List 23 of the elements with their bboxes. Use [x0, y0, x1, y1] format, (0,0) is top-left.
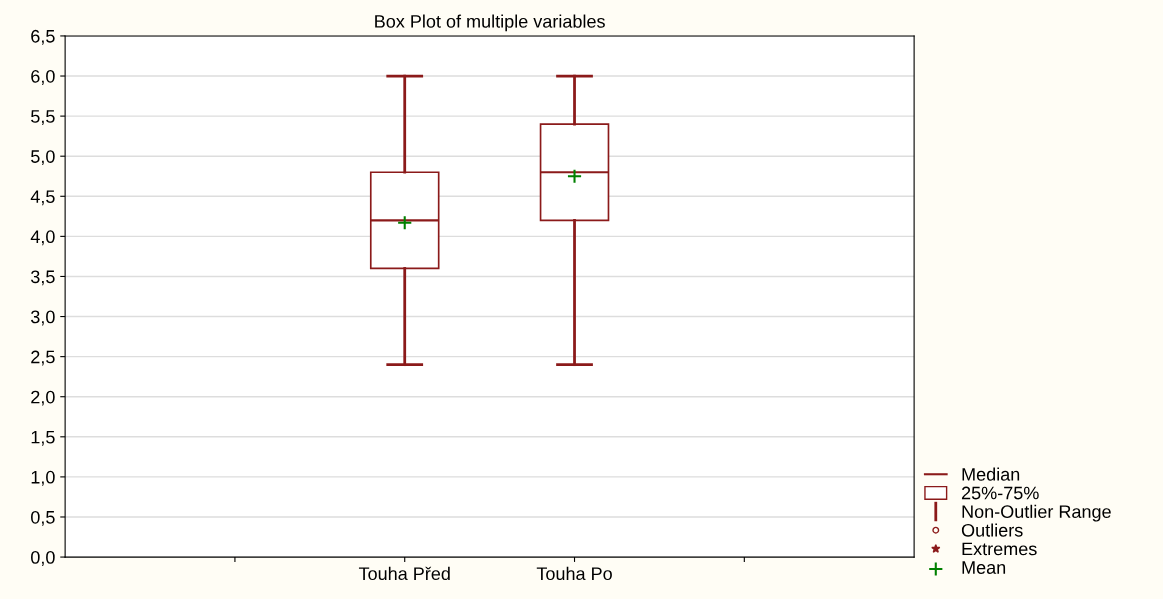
- text: 25%-75%: [961, 486, 1039, 500]
- y-tick-label: 0,0: [31, 551, 55, 566]
- text: Extremes: [962, 542, 1037, 556]
- x-tick-label: Touha Po: [536, 566, 612, 581]
- y-tick-label: 3,5: [31, 270, 55, 286]
- chart-title: Box Plot of multiple variables: [375, 14, 605, 32]
- legend-label: Mean: [962, 561, 1006, 574]
- text: Outliers: [961, 523, 1023, 537]
- y-tick-label: 3,0: [31, 310, 55, 326]
- y-tick-label: 2,0: [31, 390, 55, 406]
- y-tick-label: 1,5: [31, 430, 55, 446]
- y-tick-label: 6,0: [31, 69, 55, 85]
- x-tick-label: Touha Před: [358, 566, 450, 581]
- y-tick-label: 5,5: [31, 110, 55, 125]
- y-tick-label: 4,0: [30, 230, 55, 246]
- y-tick-label: 0,5: [31, 510, 55, 526]
- y-tick-label: 6,5: [31, 29, 55, 45]
- y-tick-label: 1,0: [31, 470, 55, 486]
- y-tick-label: 5,0: [31, 150, 55, 166]
- y-tick-label: 2,5: [31, 350, 55, 366]
- text: Non-Outlier Range: [962, 504, 1111, 522]
- y-tick-label: 4,5: [30, 190, 55, 206]
- text: Median: [962, 467, 1020, 481]
